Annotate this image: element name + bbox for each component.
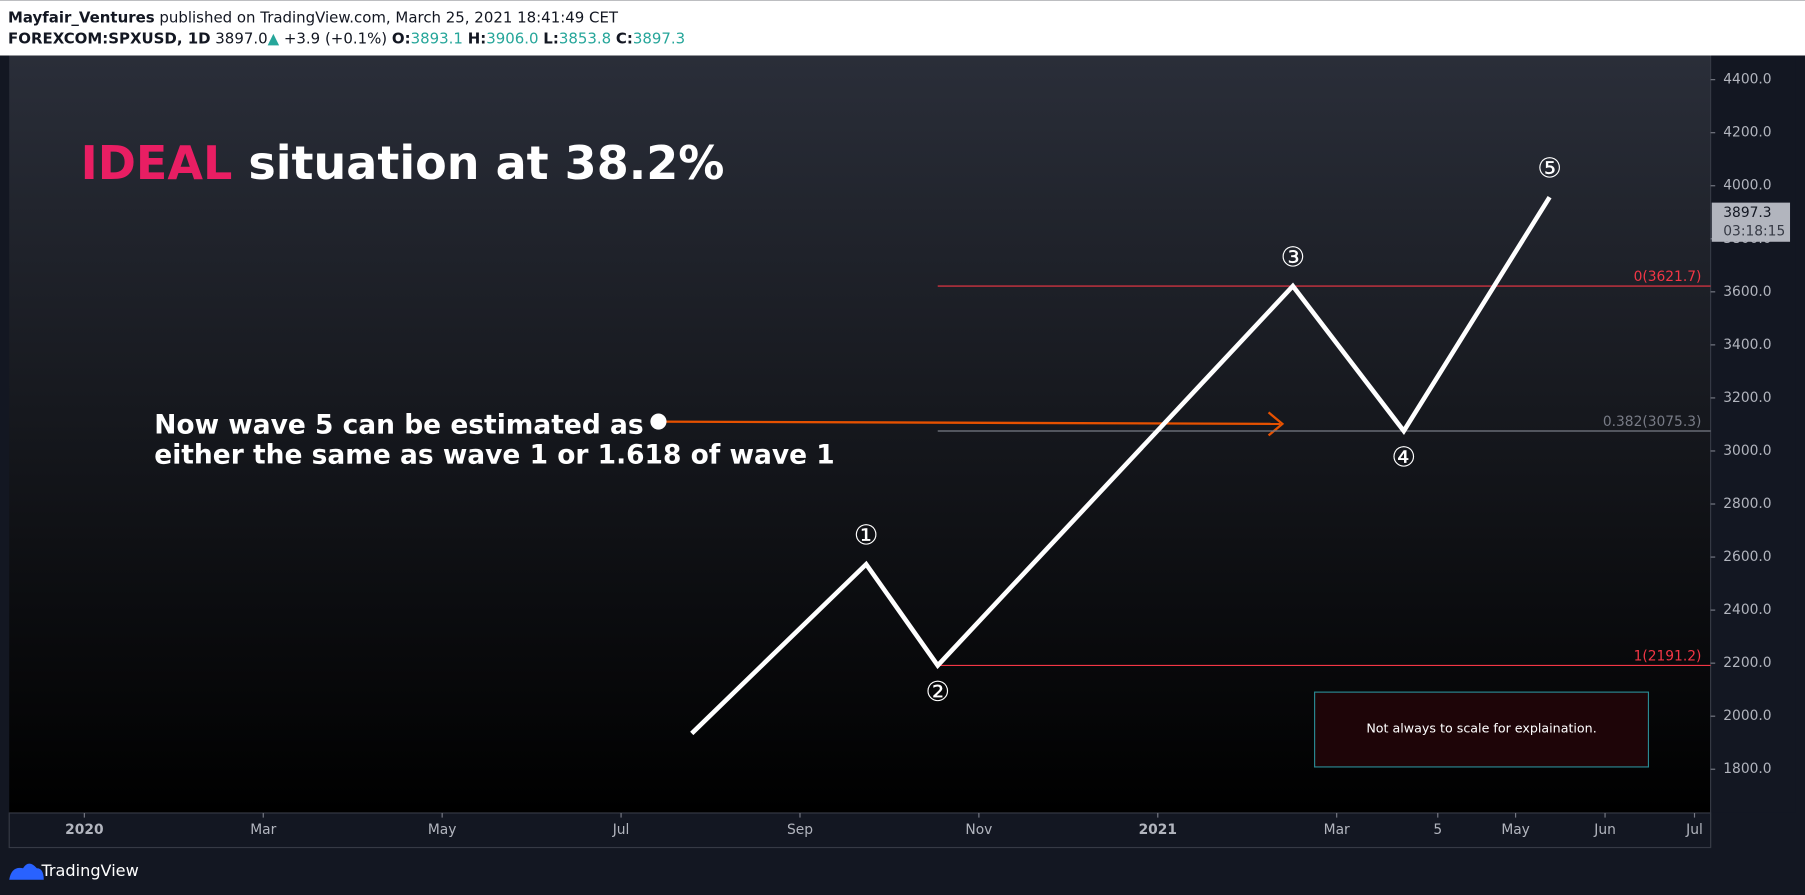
header-bg — [0, 0, 1805, 56]
wave-line — [690, 195, 1552, 736]
x-tick-label: Nov — [965, 822, 992, 838]
wave-label: ⑤ — [1537, 152, 1562, 185]
countdown: 03:18:15 — [1723, 223, 1785, 239]
x-tick-label: May — [428, 822, 457, 838]
y-tick-label: 4200.0 — [1723, 125, 1771, 141]
ohlc-value: 3906.0 — [486, 29, 538, 47]
fib-label: 0(3621.7) — [1634, 269, 1702, 285]
ohlc-label: H: — [468, 29, 487, 47]
x-tick-label: Sep — [787, 822, 813, 838]
ohlc-label: C: — [616, 29, 633, 47]
ohlc-label: L: — [543, 29, 559, 47]
title-highlight: IDEAL — [81, 136, 233, 190]
x-tick-label: Mar — [1324, 822, 1350, 838]
wave-label: ③ — [1280, 240, 1305, 273]
author: Mayfair_Ventures — [8, 8, 155, 26]
arrow-dot — [650, 413, 667, 430]
title-rest: situation at 38.2% — [248, 136, 724, 190]
x-tick-label: Jul — [1685, 822, 1703, 838]
fib-label: 0.382(3075.3) — [1603, 414, 1702, 430]
ohlc-value: 3897.3 — [633, 29, 685, 47]
arrow-line — [658, 420, 1281, 426]
x-tick-label: 2020 — [65, 822, 103, 838]
y-tick-label: 4000.0 — [1723, 178, 1771, 194]
y-tick-label: 3000.0 — [1723, 443, 1771, 459]
annotation: either the same as wave 1 or 1.618 of wa… — [154, 440, 834, 471]
logo — [9, 863, 44, 880]
brand: TradingView — [40, 861, 138, 880]
header-line: Mayfair_Ventures published on TradingVie… — [8, 8, 619, 26]
x-tick-label: 5 — [1433, 822, 1442, 838]
note-box — [1314, 691, 1650, 768]
x-tick-label: Jul — [612, 822, 630, 838]
price-axis — [1710, 55, 1796, 813]
arrow: ▲ — [268, 29, 280, 47]
price-tag — [1711, 202, 1791, 242]
y-tick-label: 2400.0 — [1723, 602, 1771, 618]
x-tick-label: May — [1501, 822, 1530, 838]
ohlc-value: 3853.8 — [559, 29, 611, 47]
wave-label: ④ — [1391, 441, 1416, 474]
wave-label: ① — [854, 519, 879, 552]
last: 3897.0 — [215, 29, 267, 47]
ohlc-value: 3893.1 — [411, 29, 463, 47]
y-tick-label: 1800.0 — [1723, 761, 1771, 777]
ohlc-label: O: — [392, 29, 411, 47]
y-tick-label: 2800.0 — [1723, 496, 1771, 512]
arrow-head — [1267, 411, 1285, 437]
symbol: FOREXCOM:SPXUSD, 1D — [8, 29, 210, 47]
published: published on TradingView.com, March 25, … — [159, 8, 619, 26]
x-tick-label: 2021 — [1139, 822, 1177, 838]
x-tick-label: Jun — [1593, 822, 1616, 838]
y-tick-label: 2600.0 — [1723, 549, 1771, 565]
wave-label: ② — [925, 675, 950, 708]
x-tick-label: Mar — [250, 822, 276, 838]
y-tick-label: 2000.0 — [1723, 708, 1771, 724]
y-tick-label: 4400.0 — [1723, 72, 1771, 88]
y-tick-label: 3200.0 — [1723, 390, 1771, 406]
symbol-line: FOREXCOM:SPXUSD, 1D 3897.0▲ +3.9 (+0.1%)… — [8, 29, 685, 47]
y-tick-label: 3400.0 — [1723, 337, 1771, 353]
price-tag-label: 3897.3 — [1723, 205, 1771, 221]
y-tick-label: 2200.0 — [1723, 655, 1771, 671]
note: Not always to scale for explaination. — [1366, 720, 1596, 735]
annotation: Now wave 5 can be estimated as — [154, 410, 643, 441]
fib-label: 1(2191.2) — [1634, 648, 1702, 664]
change: +3.9 (+0.1%) — [284, 29, 387, 47]
plot-area — [9, 55, 1711, 813]
chart-title: IDEAL situation at 38.2% — [81, 136, 725, 190]
y-tick-label: 3600.0 — [1723, 284, 1771, 300]
